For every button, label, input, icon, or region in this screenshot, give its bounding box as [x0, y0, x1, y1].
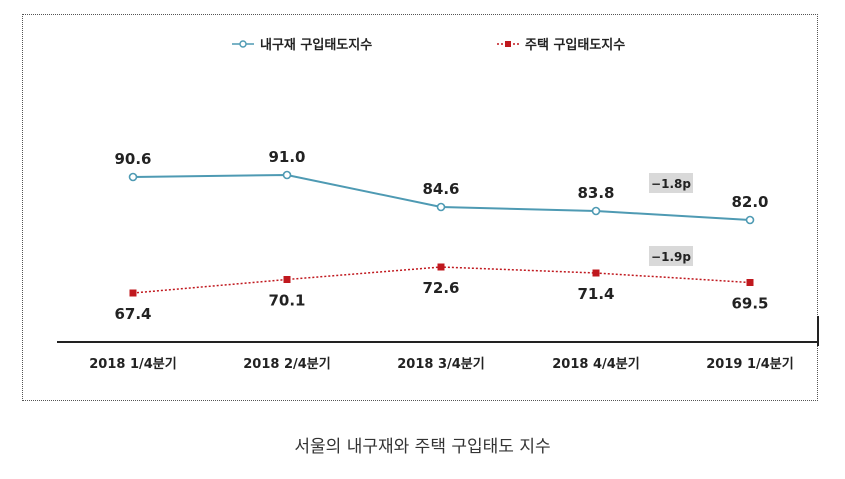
data-label: 83.8 — [577, 184, 614, 202]
data-point — [592, 269, 600, 277]
x-tick-label: 2018 2/4분기 — [243, 357, 330, 372]
data-label: 84.6 — [422, 180, 459, 198]
change-annotation-box — [649, 173, 693, 193]
data-point — [745, 215, 755, 225]
data-label: 69.5 — [731, 295, 768, 313]
data-point — [283, 276, 291, 283]
data-label: 82.0 — [731, 193, 768, 211]
legend-label: 내구재 구입태도지수 — [260, 37, 372, 53]
data-point — [436, 202, 446, 212]
data-label: 70.1 — [268, 292, 305, 310]
chart-caption: 서울의 내구재와 주택 구입태도 지수 — [294, 437, 551, 457]
data-label: 91.0 — [268, 148, 305, 166]
data-label: 71.4 — [577, 285, 614, 303]
data-label: 72.6 — [422, 279, 459, 297]
data-point — [591, 206, 601, 216]
legend-marker — [505, 41, 511, 47]
data-point — [128, 172, 138, 182]
change-annotation: −1.9p — [651, 250, 691, 264]
legend-label: 주택 구입태도지수 — [525, 37, 625, 53]
x-tick-label: 2018 4/4분기 — [552, 357, 639, 372]
change-annotation-box — [649, 246, 693, 266]
data-label: 67.4 — [114, 305, 151, 323]
legend-marker — [239, 40, 247, 48]
data-point — [746, 279, 754, 286]
change-annotation: −1.8p — [651, 177, 691, 191]
x-tick-label: 2019 1/4분기 — [706, 357, 793, 372]
data-point — [437, 263, 445, 271]
x-tick-label: 2018 1/4분기 — [89, 357, 176, 372]
data-label: 90.6 — [114, 150, 151, 168]
x-tick-label: 2018 3/4분기 — [397, 357, 484, 372]
data-point — [129, 289, 137, 297]
line-chart: 2018 1/4분기 2018 2/4분기 2018 3/4분기 2018 4/4분기… — [57, 37, 819, 372]
chart-frame — [22, 14, 818, 401]
data-point — [282, 170, 292, 180]
